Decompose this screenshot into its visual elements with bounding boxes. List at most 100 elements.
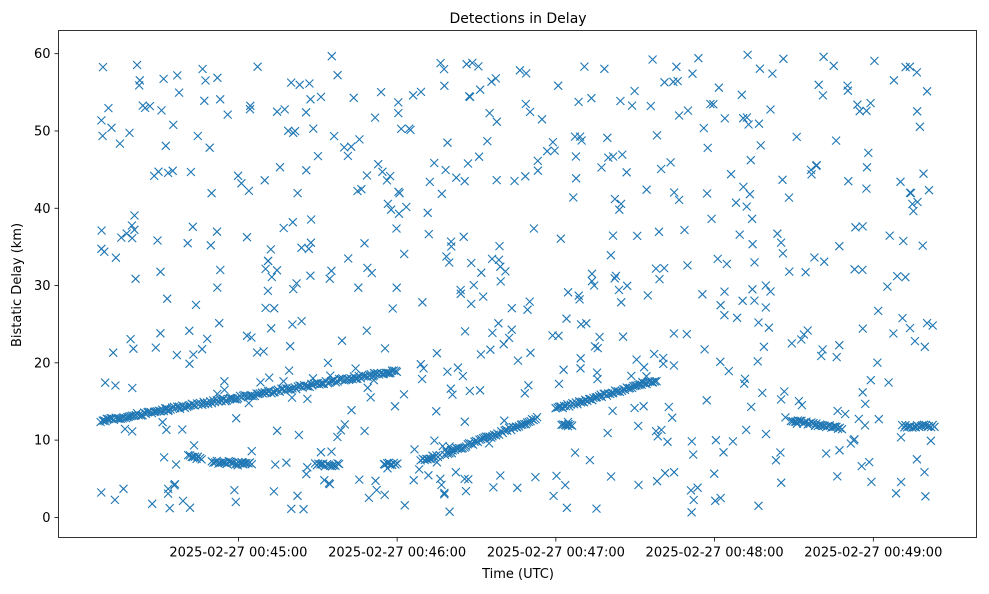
detection-point bbox=[125, 128, 134, 138]
detection-point bbox=[819, 52, 828, 62]
detection-point bbox=[531, 472, 540, 482]
detection-point bbox=[261, 264, 270, 274]
detection-point bbox=[835, 445, 844, 455]
detection-point bbox=[460, 417, 470, 427]
detection-point bbox=[552, 471, 561, 481]
detection-point bbox=[151, 343, 161, 352]
detection-point bbox=[776, 395, 786, 404]
detection-point bbox=[616, 96, 625, 106]
detection-point bbox=[294, 430, 304, 440]
detection-point bbox=[741, 425, 751, 435]
detection-point bbox=[653, 431, 663, 441]
detection-point bbox=[560, 480, 570, 490]
detection-point bbox=[525, 107, 535, 117]
detection-point bbox=[714, 83, 724, 93]
detection-point bbox=[648, 55, 657, 64]
detection-point bbox=[290, 126, 300, 136]
detection-markers bbox=[96, 50, 939, 517]
detection-point bbox=[162, 425, 171, 435]
detection-point bbox=[224, 456, 234, 466]
x-tick-label: 2025-02-27 00:49:00 bbox=[804, 546, 942, 561]
detection-point bbox=[340, 420, 350, 429]
detection-point bbox=[643, 291, 653, 300]
detection-point bbox=[562, 314, 571, 324]
detection-point bbox=[564, 419, 573, 429]
detection-point bbox=[489, 483, 498, 492]
detection-point bbox=[571, 152, 581, 161]
detection-point bbox=[862, 184, 871, 193]
detection-point bbox=[896, 177, 905, 187]
detection-point bbox=[898, 313, 907, 323]
detection-point bbox=[130, 211, 139, 220]
detection-point bbox=[383, 463, 392, 473]
detection-point bbox=[651, 426, 661, 436]
detection-point bbox=[571, 173, 581, 183]
detection-point bbox=[761, 303, 771, 312]
detection-point bbox=[162, 294, 172, 304]
detection-point bbox=[866, 98, 875, 108]
detection-point bbox=[126, 411, 135, 421]
detection-point bbox=[372, 485, 382, 495]
detection-point bbox=[373, 159, 383, 169]
detection-point bbox=[614, 285, 624, 295]
detection-point bbox=[920, 467, 929, 477]
detection-point bbox=[419, 364, 428, 373]
detection-point bbox=[761, 429, 771, 439]
detection-point bbox=[474, 152, 484, 162]
detection-point bbox=[304, 244, 314, 254]
detection-point bbox=[748, 284, 757, 294]
detection-point bbox=[688, 69, 697, 79]
detection-point bbox=[587, 395, 597, 405]
detection-point bbox=[237, 178, 246, 188]
detection-point bbox=[333, 459, 342, 468]
detection-point bbox=[461, 486, 471, 496]
detection-point bbox=[416, 359, 426, 369]
detection-point bbox=[266, 323, 276, 333]
detection-point bbox=[474, 62, 483, 71]
detection-point bbox=[556, 234, 566, 244]
detection-point bbox=[834, 340, 844, 350]
detection-point bbox=[742, 113, 752, 122]
detection-point bbox=[814, 80, 824, 90]
detection-point bbox=[165, 503, 175, 513]
detection-point bbox=[608, 406, 617, 416]
detection-point bbox=[776, 238, 786, 247]
detection-point bbox=[738, 296, 747, 306]
detection-point bbox=[230, 485, 239, 495]
detection-point bbox=[355, 135, 364, 144]
detection-point bbox=[97, 226, 106, 235]
detection-point bbox=[244, 398, 254, 408]
detection-point bbox=[688, 450, 698, 459]
detection-point bbox=[437, 480, 446, 490]
detection-point bbox=[386, 205, 396, 215]
detection-point bbox=[96, 488, 106, 497]
detection-point bbox=[669, 361, 679, 370]
detection-point bbox=[657, 425, 666, 435]
detection-point bbox=[764, 323, 774, 333]
detection-point bbox=[680, 225, 689, 235]
detection-point bbox=[463, 474, 473, 484]
detection-point bbox=[726, 169, 736, 179]
detection-point bbox=[602, 133, 612, 143]
detection-point bbox=[380, 490, 390, 500]
detection-point bbox=[834, 241, 844, 251]
detection-point bbox=[385, 171, 395, 181]
detection-point bbox=[453, 363, 463, 373]
detection-point bbox=[504, 333, 514, 343]
detection-point bbox=[924, 185, 934, 195]
detection-point bbox=[519, 419, 529, 429]
detection-point bbox=[766, 287, 775, 296]
detection-point bbox=[97, 116, 106, 125]
detection-point bbox=[884, 378, 893, 387]
detection-point bbox=[369, 375, 379, 385]
detection-point bbox=[283, 126, 293, 136]
x-axis: 2025-02-27 00:45:00 2025-02-27 00:46:00 20… bbox=[169, 537, 942, 561]
detection-point bbox=[306, 271, 315, 281]
detection-point bbox=[336, 425, 346, 435]
y-axis: 0 10 20 30 40 50 60 bbox=[34, 47, 59, 526]
detection-point bbox=[654, 227, 664, 237]
detection-point bbox=[383, 199, 393, 209]
detection-point bbox=[656, 164, 666, 174]
detection-point bbox=[810, 253, 819, 262]
